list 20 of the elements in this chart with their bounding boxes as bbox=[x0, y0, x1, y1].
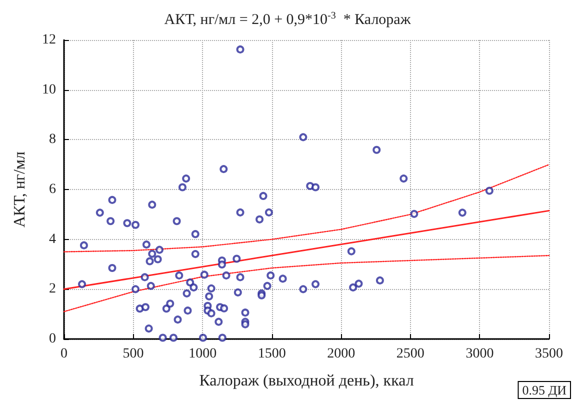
x-tick-label: 3500 bbox=[535, 346, 563, 362]
y-tick-label: 10 bbox=[42, 82, 56, 98]
x-tick-label: 500 bbox=[122, 346, 144, 362]
y-tick-label: 0 bbox=[49, 332, 56, 346]
y-tick-label: 4 bbox=[49, 232, 56, 247]
y-axis-title: АКТ, нг/мл bbox=[12, 151, 28, 228]
x-tick-label: 2000 bbox=[327, 346, 356, 362]
text: 0.95 ДИ bbox=[522, 382, 567, 398]
y-tick-label: 6 bbox=[49, 182, 56, 197]
line-series bbox=[63, 254, 550, 312]
x-tick-label: 3000 bbox=[466, 346, 494, 362]
x-tick-label: 1000 bbox=[188, 346, 217, 362]
x-tick-label: 2500 bbox=[396, 346, 424, 362]
y-tick-label: 12 bbox=[42, 32, 56, 48]
y-tick-label: 2 bbox=[49, 282, 56, 297]
x-axis-title: Калораж (выходной день), ккал bbox=[199, 372, 414, 390]
x-tick-label: 1500 bbox=[258, 346, 286, 362]
line-series bbox=[63, 164, 550, 252]
y-tick-label: 8 bbox=[49, 132, 56, 148]
x-tick-label: 0 bbox=[60, 346, 68, 362]
